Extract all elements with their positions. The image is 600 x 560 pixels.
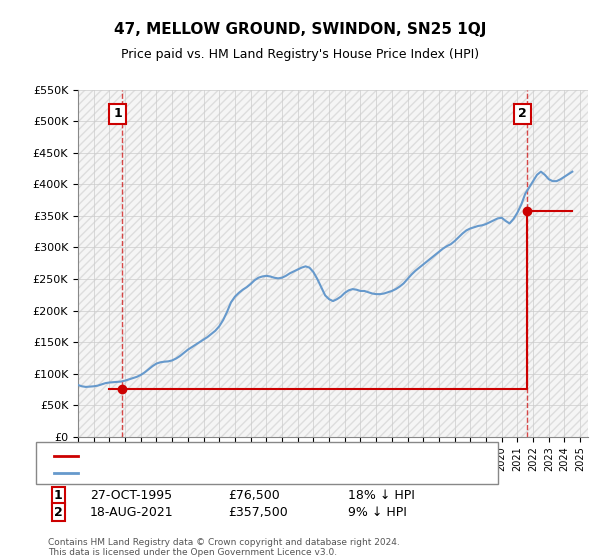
Text: 1: 1 bbox=[54, 489, 63, 502]
Text: 2: 2 bbox=[518, 108, 527, 120]
Text: Contains HM Land Registry data © Crown copyright and database right 2024.
This d: Contains HM Land Registry data © Crown c… bbox=[48, 538, 400, 557]
Text: 47, MELLOW GROUND, SWINDON, SN25 1QJ (detached house): 47, MELLOW GROUND, SWINDON, SN25 1QJ (de… bbox=[84, 451, 431, 461]
Text: 2: 2 bbox=[54, 506, 63, 519]
Text: £357,500: £357,500 bbox=[228, 506, 288, 519]
Text: £76,500: £76,500 bbox=[228, 489, 280, 502]
Text: 9% ↓ HPI: 9% ↓ HPI bbox=[348, 506, 407, 519]
Text: 1: 1 bbox=[113, 108, 122, 120]
Text: 47, MELLOW GROUND, SWINDON, SN25 1QJ: 47, MELLOW GROUND, SWINDON, SN25 1QJ bbox=[114, 22, 486, 38]
Text: 18% ↓ HPI: 18% ↓ HPI bbox=[348, 489, 415, 502]
Text: 27-OCT-1995: 27-OCT-1995 bbox=[90, 489, 172, 502]
Text: HPI: Average price, detached house, Swindon: HPI: Average price, detached house, Swin… bbox=[84, 468, 338, 478]
Text: Price paid vs. HM Land Registry's House Price Index (HPI): Price paid vs. HM Land Registry's House … bbox=[121, 48, 479, 60]
Text: 18-AUG-2021: 18-AUG-2021 bbox=[90, 506, 173, 519]
